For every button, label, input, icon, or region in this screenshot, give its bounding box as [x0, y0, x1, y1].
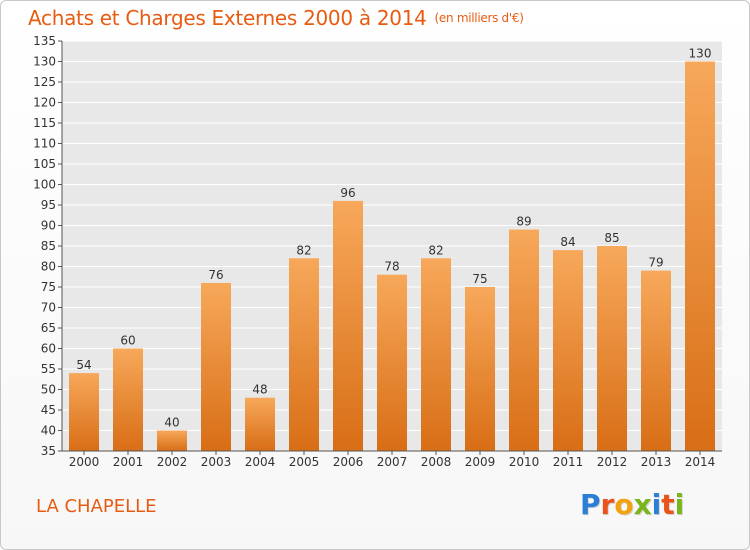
x-tick-label: 2010 [509, 455, 540, 469]
place-name: LA CHAPELLE [36, 496, 157, 517]
bars [69, 61, 715, 451]
x-tick-label: 2002 [157, 455, 188, 469]
y-tick-label: 135 [33, 34, 56, 48]
bar [553, 250, 583, 451]
data-label: 75 [472, 272, 487, 286]
y-axis: 35 40 45 50 55 60 65 70 75 80 85 90 95 100 105 110 115 12… [33, 34, 63, 458]
x-tick-label: 2011 [553, 455, 584, 469]
data-label: 79 [648, 256, 663, 270]
y-tick-label: 130 [33, 55, 56, 69]
logo-letter: x [633, 488, 652, 521]
x-tick-label: 2005 [289, 455, 320, 469]
y-tick-label: 125 [33, 75, 56, 89]
logo-letter: P [580, 488, 601, 521]
x-tick-label: 2007 [377, 455, 408, 469]
y-tick-label: 55 [41, 362, 56, 376]
bar [113, 348, 143, 451]
data-label: 48 [252, 383, 267, 397]
y-tick-label: 70 [41, 301, 56, 315]
logo-letter: r [600, 488, 615, 521]
bar [641, 270, 671, 451]
data-label: 96 [340, 186, 355, 200]
y-tick-label: 80 [41, 260, 56, 274]
x-tick-label: 2013 [641, 455, 672, 469]
data-label: 78 [384, 260, 399, 274]
x-tick-label: 2001 [113, 455, 144, 469]
proxiti-logo: Proxiti [580, 488, 684, 521]
x-tick-label: 2008 [421, 455, 452, 469]
data-label: 40 [164, 416, 179, 430]
data-label: 89 [516, 215, 531, 229]
logo-letter: t [661, 488, 675, 521]
data-label: 76 [208, 268, 223, 282]
y-tick-label: 35 [41, 444, 56, 458]
bar [289, 258, 319, 451]
data-label: 84 [560, 235, 575, 249]
title-unit: (en milliers d'€) [434, 11, 524, 25]
bar [69, 373, 99, 451]
data-labels: 54 60 40 76 48 82 96 78 82 75 89 84 85 79 130 [76, 47, 711, 430]
y-tick-label: 95 [41, 198, 56, 212]
x-tick-label: 2006 [333, 455, 364, 469]
x-tick-label: 2012 [597, 455, 628, 469]
bar [377, 274, 407, 451]
bar [333, 200, 363, 451]
data-label: 130 [689, 47, 712, 61]
x-tick-label: 2000 [69, 455, 100, 469]
y-tick-label: 110 [33, 137, 56, 151]
logo-letter: i [651, 488, 662, 521]
y-tick-label: 105 [33, 157, 56, 171]
data-label: 82 [428, 243, 443, 257]
y-tick-label: 90 [41, 219, 56, 233]
y-tick-label: 60 [41, 342, 56, 356]
y-tick-label: 120 [33, 96, 56, 110]
data-label: 85 [604, 231, 619, 245]
y-tick-label: 40 [41, 424, 56, 438]
bar [245, 397, 275, 451]
data-label: 60 [120, 334, 135, 348]
y-tick-label: 50 [41, 383, 56, 397]
title-text: Achats et Charges Externes 2000 à 2014 [28, 6, 427, 30]
bar [597, 246, 627, 451]
y-tick-label: 100 [33, 178, 56, 192]
chart-title: Achats et Charges Externes 2000 à 2014 (e… [28, 6, 524, 30]
y-tick-label: 45 [41, 403, 56, 417]
x-axis: 2000 2001 2002 2003 2004 2005 2006 2007 2008 2009… [62, 450, 722, 469]
y-tick-label: 75 [41, 280, 56, 294]
data-label: 82 [296, 243, 311, 257]
bar [509, 229, 539, 451]
x-tick-label: 2014 [685, 455, 716, 469]
logo-letter: i [674, 488, 685, 521]
bar [421, 258, 451, 451]
y-tick-label: 115 [33, 116, 56, 130]
data-label: 54 [76, 358, 91, 372]
y-tick-label: 85 [41, 239, 56, 253]
bar [201, 282, 231, 451]
bar [685, 61, 715, 451]
x-tick-label: 2009 [465, 455, 496, 469]
y-tick-label: 65 [41, 321, 56, 335]
bar [465, 287, 495, 451]
x-tick-label: 2003 [201, 455, 232, 469]
logo-letter: o [614, 488, 634, 521]
bar [157, 430, 187, 451]
x-tick-label: 2004 [245, 455, 276, 469]
